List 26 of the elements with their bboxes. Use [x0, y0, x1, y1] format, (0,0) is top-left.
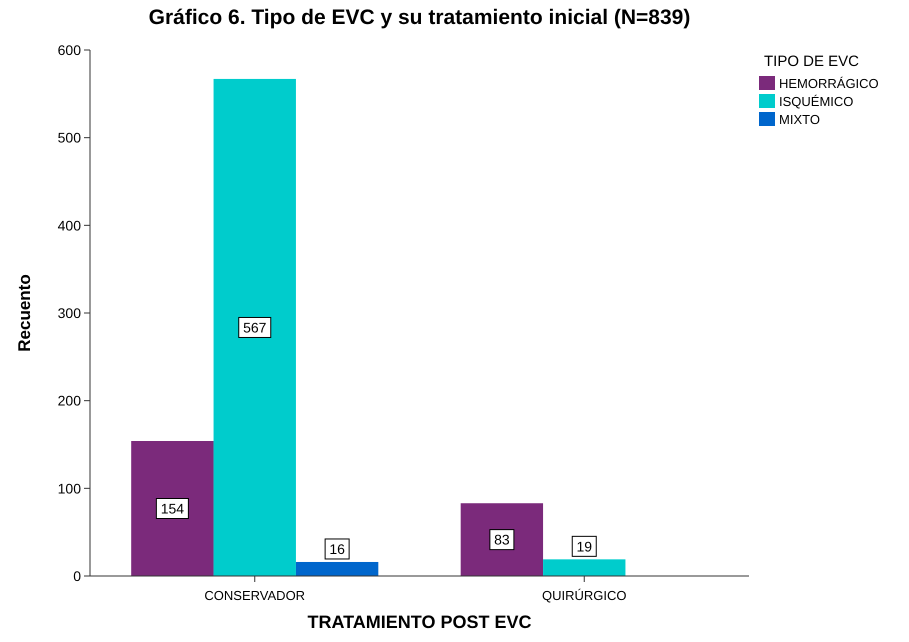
- data-label: 83: [494, 532, 510, 548]
- y-tick-label: 400: [58, 217, 82, 234]
- legend-label: MIXTO: [779, 112, 820, 127]
- data-label: 567: [243, 319, 267, 336]
- x-tick-label: QUIRÚRGICO: [542, 588, 626, 603]
- y-tick-label: 300: [58, 305, 82, 321]
- y-tick-label: 0: [73, 568, 82, 584]
- chart-title: Gráfico 6. Tipo de EVC y su tratamiento inicial (N=839): [148, 6, 690, 29]
- data-label: 154: [160, 500, 184, 516]
- data-label: 19: [576, 538, 592, 554]
- legend-title: TIPO DE EVC: [764, 53, 860, 70]
- legend-label: ISQUÉMICO: [779, 94, 854, 109]
- y-tick-label: 500: [58, 130, 82, 146]
- x-axis-title: TRATAMIENTO POST EVC: [307, 612, 532, 632]
- bar: [214, 78, 296, 576]
- y-tick-label: 600: [58, 42, 82, 58]
- bar: [543, 559, 626, 576]
- legend-label: HEMORRÁGICO: [779, 76, 879, 91]
- y-tick-label: 200: [58, 392, 82, 409]
- bar: [131, 440, 214, 576]
- y-tick-label: 100: [58, 480, 82, 496]
- x-tick-label: CONSERVADOR: [204, 588, 306, 603]
- bar: [460, 503, 544, 576]
- bar: [296, 562, 378, 576]
- data-label: 16: [329, 540, 346, 557]
- y-axis-title: Recuento: [15, 274, 34, 352]
